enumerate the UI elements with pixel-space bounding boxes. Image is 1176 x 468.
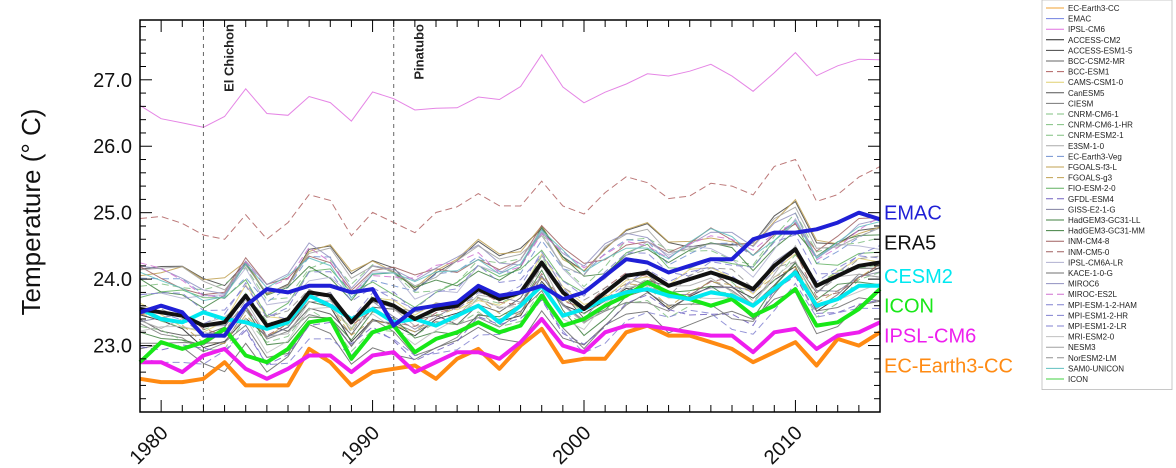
x-tick-label: 1990 [337,422,384,468]
series-line-emac [139,210,881,338]
legend-entry: SAM0-UNICON [1068,364,1124,373]
legend-entry: NESM3 [1068,343,1096,352]
series-line-ec-earth3-cc [139,323,882,388]
ensemble-line-mpi-esm1-2-hr [139,234,881,319]
x-tick-label: 2010 [760,422,807,468]
ensemble-line-miroc6 [139,212,881,295]
y-axis-label: Temperature (° C) [16,109,46,316]
legend-entry: HadGEM3-GC31-MM [1068,227,1145,236]
ensemble-line-ipsl-cm6a-lr [139,217,881,306]
legend-entry: EMAC [1068,15,1091,24]
ensemble-line-cnrm-esm2-1 [139,253,881,331]
legend-entry: FIO-ESM-2-0 [1068,184,1116,193]
ensemble-line-ipsl-cm6 [139,51,881,128]
y-tick-label: 26.0 [93,136,132,158]
y-tick-label: 25.0 [93,203,132,225]
legend-entry: IPSL-CM6A-LR [1068,258,1123,267]
series-line-cesm2 [139,270,880,331]
legend-entry: ICON [1068,375,1088,384]
x-tick-label: 1980 [126,422,173,468]
ensemble-line-sam0-unicon [139,219,881,302]
series-labels: EMAC ERA5 CESM2 ICON IPSL-CM6 EC-Earth3-CC [884,203,1013,378]
legend-entry: GISS-E2-1-G [1068,205,1116,214]
x-tick-label: 2000 [549,422,596,468]
legend-entry: FGOALS-f3-L [1068,163,1117,172]
legend-entry: MIROC6 [1068,280,1100,289]
event-label-pinatubo: Pinatubo [412,24,427,80]
legend-entry: CanESM5 [1068,89,1105,98]
legend-entry: MPI-ESM-1-2-HAM [1068,301,1137,310]
ensemble-line-bcc-esm1 [139,158,881,240]
legend-entry: ACCESS-CM2 [1068,36,1121,45]
legend-entry: MIROC-ES2L [1068,290,1117,299]
y-tick-label: 27.0 [93,70,132,92]
series-line-icon [138,280,882,365]
ensemble-line-cnrm-cm6-1 [139,271,881,353]
legend-entry: EC-Earth3-CC [1068,4,1120,13]
series-label-ipsl-cm6: IPSL-CM6 [884,326,976,348]
series-line-ipsl-cm6 [140,317,881,381]
legend-entry: BCC-CSM2-MR [1068,57,1125,66]
legend-entry: MPI-ESM1-2-HR [1068,311,1128,320]
legend-entry: IPSL-CM6 [1068,25,1105,34]
highlighted-series-lines [138,210,882,388]
legend-entry: BCC-ESM1 [1068,68,1110,77]
series-label-cesm2: CESM2 [884,266,953,288]
y-tick-label: 23.0 [93,336,132,358]
legend-entry: FGOALS-g3 [1068,174,1113,183]
series-label-emac: EMAC [884,203,942,225]
legend-frame [1041,0,1173,391]
legend-entry: E3SM-1-0 [1068,142,1105,151]
legend-entry: MRI-ESM2-0 [1068,333,1115,342]
plot-axes: 1980 1990 2000 2010 23.0 24.0 25.0 26.0 27.0 [93,19,881,468]
legend-entry: INM-CM5-0 [1068,248,1110,257]
legend-entry: CNRM-CM6-1 [1068,110,1119,119]
ensemble-line-nesm3 [139,206,881,294]
series-label-ec-earth3-cc: EC-Earth3-CC [884,355,1013,377]
series-label-era5: ERA5 [884,233,936,255]
legend-entry: MPI-ESM1-2-LR [1068,322,1127,331]
ensemble-line-mri-esm2-0 [139,260,881,354]
legend-entry: KACE-1-0-G [1068,269,1113,278]
ensemble-line-mpi-esm-1-2-ham [139,248,881,325]
legend-entry: INM-CM4-8 [1068,237,1110,246]
legend-entry: ACCESS-ESM1-5 [1068,46,1133,55]
event-label-el-chichon: El Chichon [221,24,236,92]
series-label-icon: ICON [884,296,934,318]
legend-entry: NorESM2-LM [1068,354,1117,363]
y-tick-label: 24.0 [93,269,132,291]
legend-entry: CIESM [1068,99,1094,108]
legend-entry: CAMS-CSM1-0 [1068,78,1124,87]
legend-entry: CNRM-CM6-1-HR [1068,121,1133,130]
legend-entry: GFDL-ESM4 [1068,195,1114,204]
plot-frame [139,19,881,413]
legend-entry: CNRM-ESM2-1 [1068,131,1124,140]
legend-entry: EC-Earth3-Veg [1068,152,1122,161]
legend-entry: HadGEM3-GC31-LL [1068,216,1141,225]
event-markers: El Chichon Pinatubo [202,20,427,412]
